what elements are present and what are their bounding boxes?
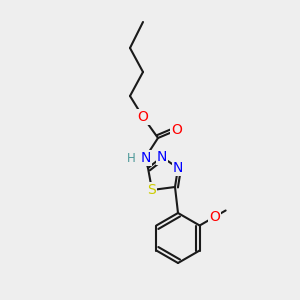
Text: O: O bbox=[172, 123, 182, 137]
Text: O: O bbox=[138, 110, 148, 124]
Text: N: N bbox=[173, 161, 183, 175]
Text: N: N bbox=[157, 150, 167, 164]
Text: N: N bbox=[141, 151, 151, 165]
Text: S: S bbox=[148, 183, 156, 197]
Text: O: O bbox=[209, 210, 220, 224]
Text: H: H bbox=[127, 152, 135, 164]
